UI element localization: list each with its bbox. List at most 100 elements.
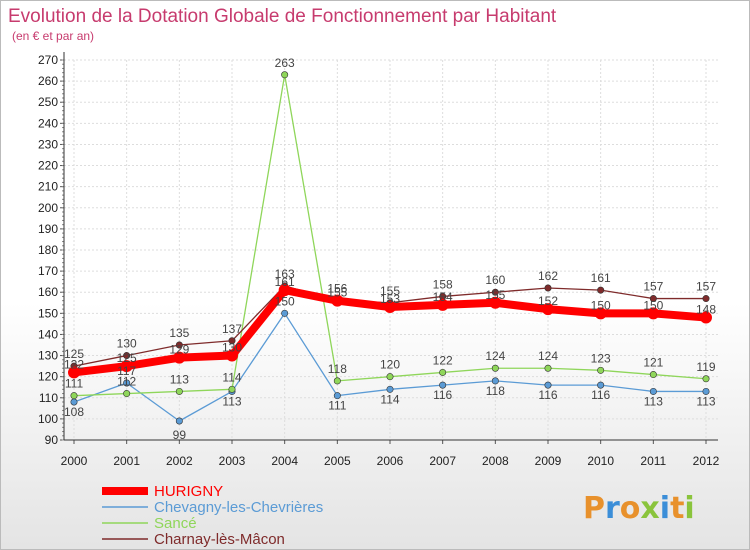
x-tick-label: 2005 bbox=[324, 454, 351, 468]
data-label: 124 bbox=[538, 349, 558, 363]
legend-item: Charnay-lès-Mâcon bbox=[102, 531, 285, 548]
data-label: 125 bbox=[117, 351, 137, 365]
data-label: 161 bbox=[591, 271, 611, 285]
data-point bbox=[544, 284, 552, 292]
data-point bbox=[120, 360, 133, 373]
data-label: 116 bbox=[433, 388, 452, 402]
y-tick-label: 170 bbox=[38, 264, 58, 278]
data-point bbox=[597, 366, 605, 374]
data-point bbox=[281, 71, 289, 79]
data-point bbox=[68, 366, 80, 379]
y-tick-label: 230 bbox=[38, 137, 58, 151]
data-point bbox=[439, 368, 447, 376]
x-tick-label: 2002 bbox=[166, 454, 193, 468]
logo-letter: i bbox=[660, 491, 670, 526]
y-tick-label: 260 bbox=[38, 74, 58, 88]
y-tick-label: 200 bbox=[38, 201, 58, 215]
data-point bbox=[228, 385, 236, 393]
data-label: 112 bbox=[117, 375, 136, 389]
data-label: 125 bbox=[64, 347, 84, 361]
x-tick-label: 2009 bbox=[535, 454, 562, 468]
data-label: 122 bbox=[433, 353, 453, 367]
y-tick-label: 160 bbox=[38, 285, 58, 299]
data-point bbox=[386, 385, 394, 393]
y-tick-label: 100 bbox=[38, 412, 58, 426]
y-tick-label: 180 bbox=[38, 243, 58, 257]
x-tick-label: 2007 bbox=[429, 454, 456, 468]
legend-label: Sancé bbox=[154, 515, 197, 532]
data-point bbox=[123, 390, 131, 398]
data-point bbox=[436, 298, 449, 311]
data-label: 158 bbox=[433, 277, 453, 291]
data-label: 135 bbox=[169, 326, 189, 340]
data-label: 155 bbox=[485, 288, 505, 302]
data-label: 113 bbox=[696, 394, 715, 408]
y-tick-label: 120 bbox=[38, 370, 58, 384]
data-label: 108 bbox=[64, 405, 84, 419]
data-point bbox=[702, 295, 710, 303]
data-label: 99 bbox=[173, 428, 187, 442]
legend-label: Charnay-lès-Mâcon bbox=[154, 531, 285, 548]
data-label: 118 bbox=[328, 362, 347, 376]
data-label: 137 bbox=[222, 322, 242, 336]
data-point bbox=[597, 381, 605, 389]
logo-letter: x bbox=[640, 491, 659, 526]
y-tick-label: 250 bbox=[38, 95, 58, 109]
series-0 bbox=[68, 284, 712, 379]
data-point bbox=[649, 387, 657, 395]
logo-letter: i bbox=[684, 491, 694, 526]
y-tick-label: 140 bbox=[38, 327, 58, 341]
y-tick-label: 210 bbox=[38, 180, 58, 194]
data-point bbox=[491, 364, 499, 372]
y-tick-label: 130 bbox=[38, 349, 58, 363]
data-label: 160 bbox=[485, 273, 505, 287]
x-tick-label: 2001 bbox=[113, 454, 140, 468]
data-label: 156 bbox=[327, 282, 347, 296]
logo-letter: t bbox=[670, 491, 684, 526]
data-label: 157 bbox=[643, 280, 663, 294]
data-point bbox=[594, 307, 607, 320]
data-point bbox=[544, 364, 552, 372]
data-point bbox=[278, 284, 291, 297]
data-label: 124 bbox=[485, 349, 505, 363]
legend-label: Chevagny-les-Chevrières bbox=[154, 499, 323, 516]
data-label: 153 bbox=[380, 292, 400, 306]
data-point bbox=[226, 349, 238, 362]
data-point bbox=[491, 377, 499, 385]
data-point bbox=[702, 375, 710, 383]
legend-item: Sancé bbox=[102, 515, 197, 532]
data-point bbox=[384, 301, 396, 313]
data-point bbox=[542, 303, 554, 316]
data-label: 150 bbox=[275, 294, 295, 308]
data-point bbox=[70, 392, 78, 400]
data-label: 113 bbox=[644, 394, 663, 408]
data-label: 130 bbox=[222, 341, 242, 355]
data-point bbox=[649, 371, 657, 379]
chart-subtitle: (en € et par an) bbox=[12, 29, 94, 43]
data-label: 157 bbox=[696, 280, 716, 294]
y-tick-label: 90 bbox=[45, 433, 59, 447]
x-tick-label: 2006 bbox=[377, 454, 404, 468]
proxiti-logo: Proxiti bbox=[583, 491, 695, 526]
data-point bbox=[647, 307, 660, 320]
y-tick-label: 150 bbox=[38, 306, 58, 320]
y-tick-label: 240 bbox=[38, 116, 58, 130]
data-label: 154 bbox=[433, 290, 453, 304]
data-point bbox=[281, 309, 289, 317]
series-2 bbox=[70, 71, 710, 400]
data-label: 130 bbox=[117, 337, 137, 351]
data-point bbox=[175, 417, 183, 425]
legend-item: Chevagny-les-Chevrières bbox=[102, 499, 323, 516]
data-label: 163 bbox=[275, 267, 295, 281]
y-tick-label: 110 bbox=[39, 391, 58, 405]
y-tick-label: 270 bbox=[38, 53, 58, 67]
data-point bbox=[175, 341, 183, 349]
data-label: 161 bbox=[275, 275, 295, 289]
data-label: 111 bbox=[65, 377, 84, 391]
data-point bbox=[597, 286, 605, 294]
data-label: 152 bbox=[538, 294, 558, 308]
